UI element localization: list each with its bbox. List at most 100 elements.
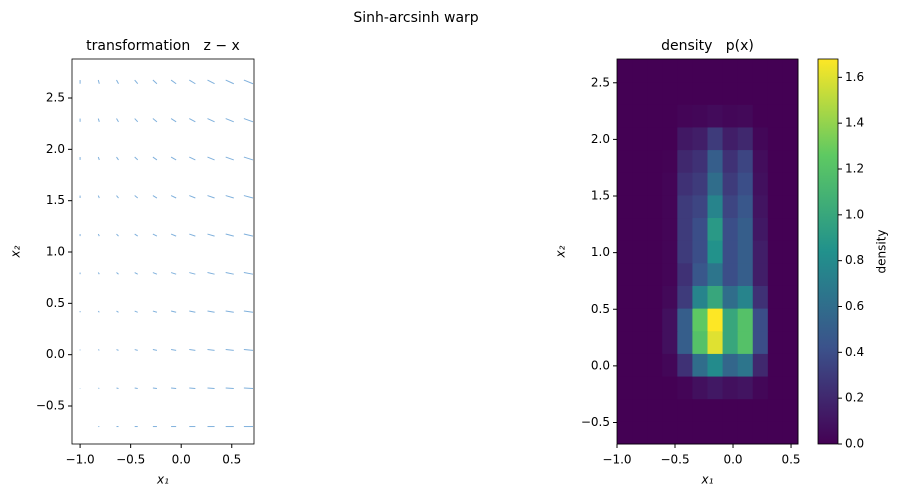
density-cell [752,376,769,400]
density-cell [692,59,708,83]
density-cell [707,330,724,354]
density-cell [707,194,724,219]
density-cell [722,398,739,422]
arrow [152,118,158,123]
x-axis-label: x₁ [701,473,714,487]
density-cell [722,59,739,83]
density-cell [737,126,754,151]
density-cell [707,104,724,128]
arrow [134,156,139,161]
arrow [189,272,196,275]
density-cell [767,285,784,309]
density-cell [677,172,693,196]
x-tick-label: −1.0 [602,453,631,467]
arrow [116,118,119,123]
density-cell [722,330,739,354]
arrow [116,233,119,237]
density-cell [647,217,663,241]
arrow [170,233,177,237]
y-tick-label: 2.5 [46,91,65,105]
density-cell [692,285,708,309]
density-cell [692,172,708,196]
density-cell [647,149,663,173]
arrow [116,79,119,84]
density-cell [767,81,784,105]
density-cell [707,376,724,400]
arrow [207,349,215,351]
arrow [116,195,119,199]
density-cell [692,308,708,332]
density-cell [737,194,754,219]
arrow [189,156,196,161]
density-cell [647,104,663,128]
arrow [225,195,234,199]
density-cell [662,172,678,196]
y-tick-label: 0.0 [46,347,65,361]
density-cell [632,149,648,173]
density-cell [722,285,739,309]
density-cell [632,421,648,445]
density-cell [662,81,678,105]
y-tick-label: 0.5 [46,296,65,310]
density-cell [647,59,663,83]
density-cell [737,285,754,309]
density-cell [737,330,754,354]
density-cell [782,194,799,219]
density-cell [647,194,663,219]
arrow [243,272,254,275]
arrow [207,118,215,123]
density-cell [782,126,799,151]
density-cell [737,81,754,105]
density-cell [767,262,784,286]
y-tick-label: 2.0 [591,132,610,146]
colorbar-tick-label: 0.8 [845,253,864,267]
density-cell [617,421,633,445]
arrow [116,272,119,275]
density-cell [737,104,754,128]
density-cell [677,330,693,354]
arrow [207,195,215,199]
density-cell [737,262,754,286]
density-cell [707,285,724,309]
arrow [189,118,196,123]
density-cell [617,217,633,241]
density-cell [617,126,633,151]
arrow [134,349,138,351]
arrow [243,79,254,85]
arrow [97,349,100,351]
density-cell [647,262,663,286]
density-cell [752,59,769,83]
y-tick-label: −0.5 [36,399,65,413]
density-cell [737,308,754,332]
density-cell [647,81,663,105]
density-cell [767,308,784,332]
arrow [152,195,158,199]
density-cell [632,330,648,354]
density-cell [677,126,693,151]
density-cell [632,194,648,219]
density-cell [737,398,754,422]
density-cell [767,126,784,151]
density-cell [662,217,678,241]
density-cell [752,149,769,173]
density-cell [722,126,739,151]
arrow [225,349,234,351]
density-cell [662,421,678,445]
density-cell [632,353,648,377]
colorbar-label: density [875,230,889,274]
density-cell [752,126,769,151]
density-cell [692,262,708,286]
density-cell [692,353,708,377]
x-tick-label: 0.0 [172,453,191,467]
density-cell [617,59,633,83]
density-cell [617,240,633,264]
density-cell [767,149,784,173]
density-cell [617,330,633,354]
y-tick-label: 0.5 [591,302,610,316]
density-cell [722,104,739,128]
density-cell [692,421,708,445]
arrow [207,272,215,275]
axes-title: density p(x) [661,38,754,54]
x-tick-label: −0.5 [116,453,145,467]
density-cell [617,172,633,196]
